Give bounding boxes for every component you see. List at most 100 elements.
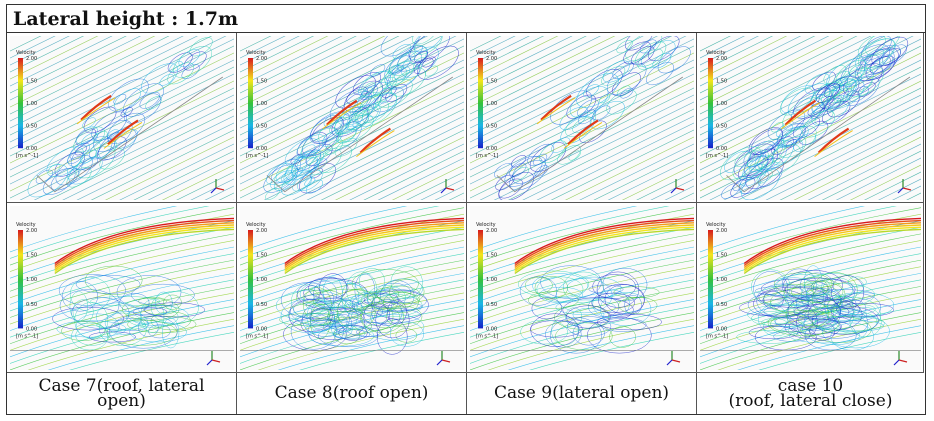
case-4-section-image: Velocity 2.00 1.50 1.00 0.50 0.00 [m s^-1] [697,203,924,373]
legend-colorbar [708,58,713,149]
legend-tick: 1.50 [716,79,727,85]
legend-tick: 1.00 [256,277,267,283]
streamline-field [10,36,234,200]
legend-tick: 0.50 [716,124,727,130]
legend-unit: [m s^-1] [16,333,38,339]
legend-tick: 0.00 [486,326,497,332]
results-grid: Velocity 2.00 1.50 1.00 0.50 0.00 [m s^-1] Velo… [7,33,925,414]
legend-tick: 0.50 [256,302,267,308]
case-caption: Case 9(lateral open) [467,373,697,414]
legend-colorbar [708,230,713,329]
legend-label: Velocity [706,50,726,56]
axes-triad-icon [897,179,912,194]
case-caption-text: Case 8(roof open) [274,383,429,403]
legend-label: Velocity [476,50,496,56]
legend-colorbar [248,58,253,149]
legend-colorbar [18,230,23,329]
legend-tick: 2.00 [716,56,727,62]
legend-tick: 1.50 [716,253,727,259]
legend-tick: 0.00 [256,146,267,152]
axes-triad-icon [206,351,221,366]
legend-tick: 1.00 [486,101,497,107]
legend-tick: 2.00 [486,228,497,234]
legend-tick: 2.00 [256,228,267,234]
legend-tick: 1.00 [26,277,37,283]
figure-panel: Lateral height : 1.7m Velocity 2.00 1.50 1.… [6,4,926,415]
streamline-field [700,36,921,200]
legend-tick: 0.00 [716,326,727,332]
case-caption-text: Case 9(lateral open) [493,383,670,403]
legend-tick: 2.00 [256,56,267,62]
legend-tick: 2.00 [26,56,37,62]
case-2-isometric-image: Velocity 2.00 1.50 1.00 0.50 0.00 [m s^-1] [237,33,467,203]
case-1-section-image: Velocity 2.00 1.50 1.00 0.50 0.00 [m s^-1] [7,203,237,373]
legend-tick: 0.00 [486,146,497,152]
legend-tick: 2.00 [486,56,497,62]
legend-tick: 1.50 [256,253,267,259]
section-streamlines [700,206,921,370]
legend-tick: 1.00 [716,277,727,283]
legend-tick: 1.50 [486,253,497,259]
case-3-isometric-image: Velocity 2.00 1.50 1.00 0.50 0.00 [m s^-1] [467,33,697,203]
legend-colorbar [478,58,483,149]
legend-unit: [m s^-1] [706,153,728,159]
legend-tick: 0.50 [486,302,497,308]
axes-triad-icon [210,179,225,194]
section-streamlines [470,206,694,370]
legend-tick: 0.00 [26,326,37,332]
legend-tick: 1.00 [716,101,727,107]
legend-label: Velocity [16,50,36,56]
legend-label: Velocity [246,50,266,56]
case-caption-text: Case 7(roof, lateral open) [38,375,205,411]
legend-tick: 1.00 [26,101,37,107]
axes-triad-icon [670,179,685,194]
legend-colorbar [248,230,253,329]
legend-unit: [m s^-1] [246,333,268,339]
case-1-isometric-image: Velocity 2.00 1.50 1.00 0.50 0.00 [m s^-1] [7,33,237,203]
legend-label: Velocity [476,222,496,228]
legend-tick: 1.00 [486,277,497,283]
section-streamlines [240,206,464,370]
legend-tick: 2.00 [716,228,727,234]
case-2-section-image: Velocity 2.00 1.50 1.00 0.50 0.00 [m s^-1] [237,203,467,373]
streamline-field [470,36,694,200]
figure-title: Lateral height : 1.7m [7,5,925,33]
legend-label: Velocity [16,222,36,228]
axes-triad-icon [893,351,908,366]
legend-unit: [m s^-1] [706,333,728,339]
legend-tick: 0.50 [26,124,37,130]
legend-tick: 1.50 [486,79,497,85]
legend-unit: [m s^-1] [476,153,498,159]
legend-tick: 0.50 [26,302,37,308]
case-3-section-image: Velocity 2.00 1.50 1.00 0.50 0.00 [m s^-1] [467,203,697,373]
legend-unit: [m s^-1] [16,153,38,159]
legend-tick: 0.00 [256,326,267,332]
section-streamlines [10,206,234,370]
case-caption: Case 8(roof open) [237,373,467,414]
case-4-isometric-image: Velocity 2.00 1.50 1.00 0.50 0.00 [m s^-1] [697,33,924,203]
axes-triad-icon [666,351,681,366]
legend-tick: 1.50 [256,79,267,85]
axes-triad-icon [440,179,455,194]
streamline-field [240,36,464,200]
axes-triad-icon [436,351,451,366]
case-caption: case 10 (roof, lateral close) [697,373,924,414]
legend-colorbar [478,230,483,329]
legend-tick: 1.50 [26,79,37,85]
legend-tick: 0.50 [716,302,727,308]
legend-label: Velocity [246,222,266,228]
case-caption-text: case 10 (roof, lateral close) [728,375,893,411]
legend-tick: 2.00 [26,228,37,234]
legend-tick: 0.50 [486,124,497,130]
legend-tick: 1.50 [26,253,37,259]
legend-tick: 0.50 [256,124,267,130]
legend-unit: [m s^-1] [476,333,498,339]
legend-tick: 0.00 [716,146,727,152]
